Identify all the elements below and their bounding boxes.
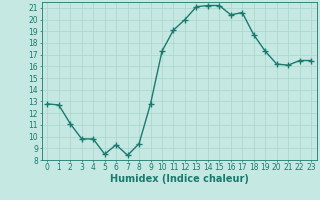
X-axis label: Humidex (Indice chaleur): Humidex (Indice chaleur): [110, 174, 249, 184]
